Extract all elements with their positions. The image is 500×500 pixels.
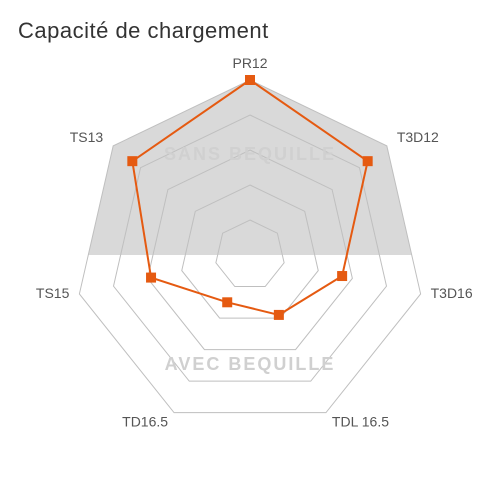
series-marker [245,75,255,85]
axis-label: T3D16 [431,285,473,301]
series-marker [222,297,232,307]
region-label: SANS BEQUILLE [164,144,336,164]
axis-label: TS15 [36,285,70,301]
region-label: AVEC BEQUILLE [165,354,336,374]
series-marker [337,271,347,281]
axis-label: TD16.5 [122,414,168,430]
axis-label: TS13 [70,129,104,145]
series-marker [127,156,137,166]
axis-label: T3D12 [397,129,439,145]
axis-label: PR12 [232,55,267,71]
series-marker [146,273,156,283]
series-marker [274,310,284,320]
radar-chart: SANS BEQUILLE AVEC BEQUILLE PR12 T3D12 T3D1… [0,0,500,500]
series-marker [363,156,373,166]
axis-label: TDL 16.5 [332,414,389,430]
